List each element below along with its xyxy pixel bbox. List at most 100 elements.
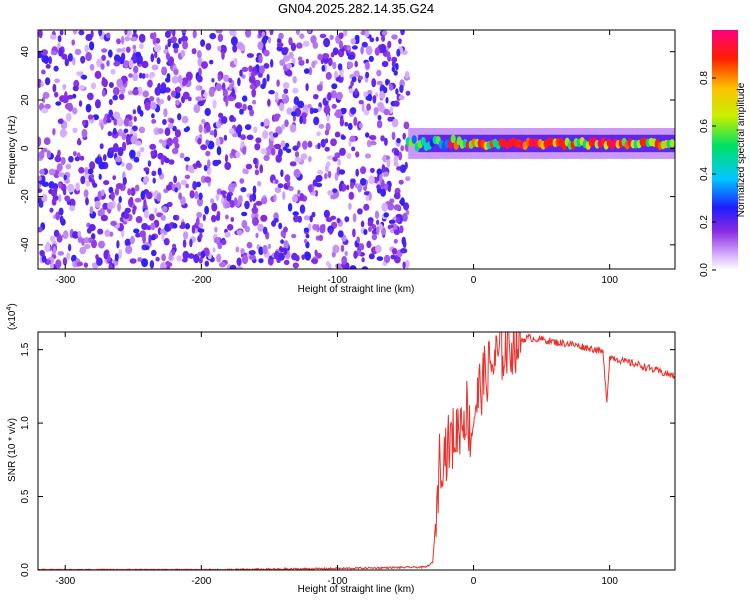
heatmap-cell (101, 54, 106, 62)
heatmap-cell (215, 30, 223, 34)
heatmap-cell (376, 69, 382, 77)
heatmap-cell (79, 155, 85, 161)
heatmap-cell (260, 83, 266, 90)
heatmap-cell (225, 214, 229, 220)
heatmap-cell (221, 239, 227, 245)
heatmap-cell (326, 113, 330, 122)
heatmap-cell (280, 140, 286, 148)
heatmap-cell (349, 135, 356, 142)
heatmap-cell (106, 60, 110, 67)
heatmap-cell (297, 189, 301, 195)
heatmap-cell (166, 73, 171, 81)
x-tick-label: -100 (327, 275, 347, 286)
heatmap-cell (301, 254, 306, 260)
heatmap-cell (44, 244, 51, 252)
heatmap-cell (40, 49, 49, 56)
heatmap-cell (347, 54, 355, 60)
heatmap-cell (38, 137, 42, 147)
heatmap-cell (191, 224, 196, 234)
heatmap-cell (344, 216, 350, 223)
colorbar: 0.0 0.2 0.4 0.6 0.8 Normalized spectral ampl… (699, 30, 747, 277)
heatmap-cell (338, 32, 344, 39)
heatmap-cell (402, 213, 408, 221)
heatmap-cell (50, 261, 54, 269)
heatmap-cell (80, 55, 86, 64)
heatmap-cell (383, 108, 390, 116)
heatmap-cell (195, 217, 200, 226)
heatmap-cell (281, 124, 286, 130)
heatmap-cell (122, 176, 127, 186)
heatmap-cell (198, 222, 204, 228)
snr-y-label: SNR (10 * v/v) (7, 418, 18, 482)
heatmap-cell (213, 237, 221, 244)
heatmap-cell (370, 167, 375, 174)
heatmap-cell (88, 237, 92, 244)
heatmap-cell (387, 116, 394, 122)
heatmap-cell (337, 63, 343, 71)
heatmap-cell (391, 118, 399, 128)
heatmap-cell (94, 200, 101, 208)
heatmap-cell (314, 190, 319, 197)
heatmap-cell (43, 55, 49, 65)
y-tick-label: 1.5 (20, 342, 31, 356)
heatmap-cell (393, 70, 398, 76)
heatmap-cell (346, 152, 352, 160)
heatmap-cell (317, 53, 323, 61)
heatmap-cell (215, 214, 221, 221)
heatmap-cell (343, 30, 348, 37)
heatmap-cell (224, 231, 231, 238)
heatmap-cell (361, 257, 365, 263)
heatmap-cell (163, 238, 170, 246)
colorbar-tick-label: 0.2 (699, 215, 710, 229)
heatmap-cell (52, 83, 57, 93)
heatmap-cell (41, 69, 46, 75)
heatmap-cell (229, 200, 236, 208)
heatmap-cell (204, 205, 210, 215)
heatmap-cell (255, 200, 263, 206)
heatmap-cell (178, 192, 183, 200)
heatmap-cell (76, 71, 82, 76)
snr-y-ticks: 0.0 0.5 1.0 1.5 (20, 342, 675, 577)
heatmap-cell (133, 156, 140, 163)
heatmap-cell (134, 184, 140, 192)
heatmap-cell (235, 266, 243, 269)
heatmap-cell (381, 30, 388, 36)
heatmap-cell (99, 143, 104, 150)
heatmap-cell (242, 146, 247, 155)
heatmap-cell (224, 202, 231, 209)
heatmap-cell (327, 57, 333, 67)
snr-panel: -300 -200 -100 0 100 0.0 0.5 1.0 1.5 Height of … (6, 303, 676, 595)
heatmap-cell (283, 240, 289, 250)
heatmap-cell (323, 105, 331, 114)
heatmap-cell (145, 73, 149, 79)
heatmap-cell (124, 30, 128, 36)
heatmap-cell (336, 91, 343, 101)
heatmap-cell (375, 36, 379, 42)
heatmap-cell (78, 30, 85, 36)
heatmap-cell (358, 100, 364, 105)
heatmap-cell (278, 222, 283, 230)
heatmap-cell (71, 39, 75, 46)
heatmap-cell (253, 157, 258, 165)
heatmap-cell (299, 204, 306, 214)
heatmap-cell (205, 124, 211, 133)
heatmap-cell (324, 146, 330, 152)
heatmap-cell (399, 84, 404, 93)
heatmap-cell (123, 128, 129, 134)
heatmap-cell (393, 204, 401, 211)
heatmap-cell (181, 35, 188, 43)
heatmap-cell (94, 99, 101, 109)
heatmap-cell (350, 38, 356, 45)
heatmap-cell (208, 88, 215, 97)
heatmap-cell (104, 229, 111, 237)
heatmap-cell (387, 202, 395, 211)
heatmap-cell (381, 35, 386, 42)
heatmap-cell (292, 211, 299, 216)
heatmap-cell (150, 234, 156, 241)
heatmap-cell (160, 214, 166, 221)
heatmap-cell (197, 197, 203, 207)
x-tick-label: 100 (601, 275, 618, 286)
y-tick-label: 40 (20, 46, 31, 58)
heatmap-cell (68, 155, 74, 163)
heatmap-cell (218, 112, 224, 119)
